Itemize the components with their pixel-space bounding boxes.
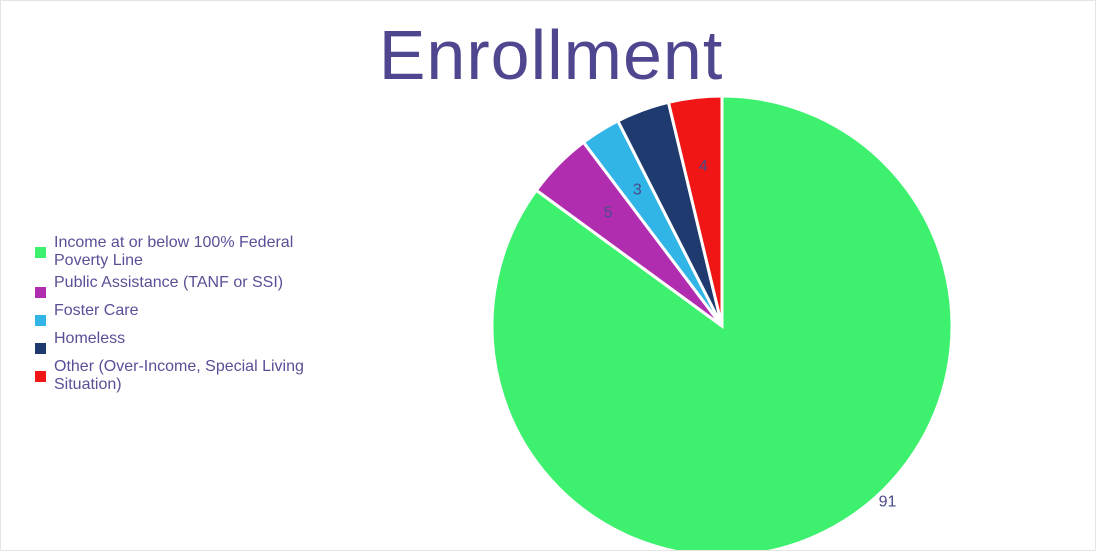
legend-label-other: Other (Over-Income, Special Living Situa…	[54, 358, 304, 393]
data-label-public-assistance-tanf-o: 5	[604, 205, 613, 222]
legend-label-homeless: Homeless	[54, 330, 126, 347]
data-label-other-over-income-specia: 4	[699, 158, 708, 175]
legend-swatch-public-assistance	[35, 287, 46, 298]
legend-item-income: Income at or below 100% Federal Poverty …	[35, 234, 355, 270]
legend-label-public-assistance: Public Assistance (TANF or SSI)	[54, 274, 284, 291]
chart-legend: Income at or below 100% Federal Poverty …	[35, 234, 355, 398]
data-label-foster-care: 3	[633, 181, 642, 198]
legend-item-homeless: Homeless	[35, 330, 355, 354]
legend-item-foster-care: Foster Care	[35, 302, 355, 326]
data-label-income-at-or-below-100-f: 91	[879, 493, 897, 510]
chart-title: Enrollment	[378, 16, 724, 94]
legend-swatch-foster-care	[35, 315, 46, 326]
legend-swatch-income	[35, 247, 46, 258]
legend-swatch-other	[35, 371, 46, 382]
legend-label-foster-care: Foster Care	[54, 302, 139, 319]
pie-slice-other-over-income-specia	[666, 94, 724, 327]
legend-item-other: Other (Over-Income, Special Living Situa…	[35, 358, 355, 394]
legend-swatch-homeless	[35, 343, 46, 354]
legend-item-public-assistance: Public Assistance (TANF or SSI)	[35, 274, 355, 298]
legend-label-income: Income at or below 100% Federal Poverty …	[54, 234, 294, 269]
